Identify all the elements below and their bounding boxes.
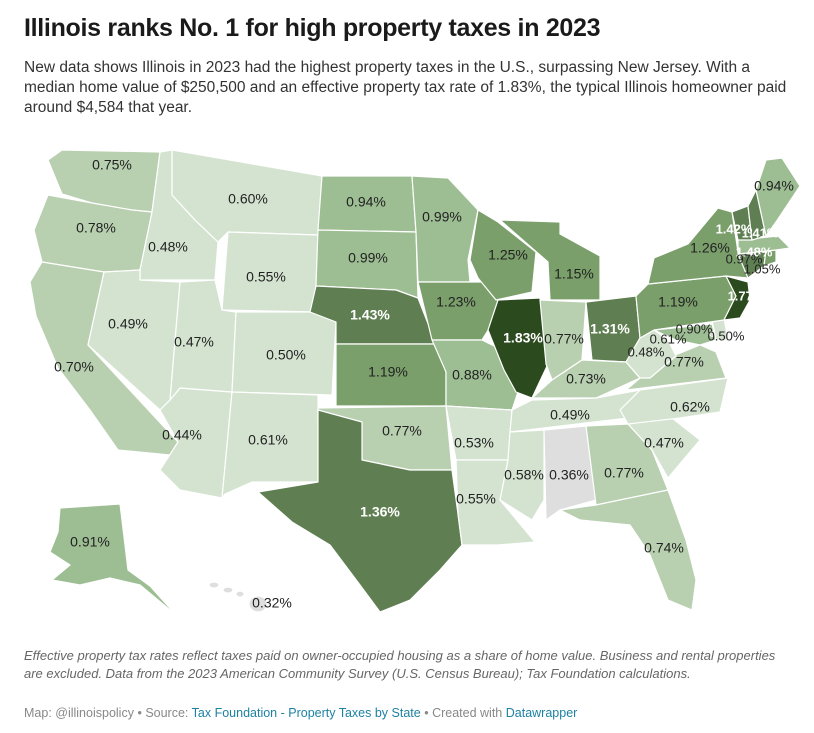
state-label-WY: 0.55% xyxy=(246,269,286,285)
state-TX[interactable] xyxy=(257,409,463,613)
state-label-ND: 0.94% xyxy=(346,194,386,210)
state-AL[interactable] xyxy=(543,425,597,521)
state-NM[interactable] xyxy=(221,391,319,499)
footer-separator: • xyxy=(424,706,429,720)
state-label-UT: 0.47% xyxy=(174,334,214,350)
state-label-OR: 0.78% xyxy=(76,220,116,236)
state-MO[interactable] xyxy=(431,339,519,411)
state-label-NY: 1.26% xyxy=(690,240,730,256)
source-link[interactable]: Tax Foundation - Property Taxes by State xyxy=(191,706,421,720)
state-label-SD: 0.99% xyxy=(348,250,388,266)
state-label-NM: 0.61% xyxy=(248,432,288,448)
footer-separator: • xyxy=(137,706,142,720)
map-notes: Effective property tax rates reflect tax… xyxy=(24,648,776,681)
state-GA[interactable] xyxy=(585,423,669,506)
state-label-NJ: 1.77% xyxy=(728,288,765,303)
us-property-tax-map: 0.75% 0.78% 0.70% 0.48% 0.49% 0.44% 0.60% 0.55%… xyxy=(29,149,801,616)
state-HI[interactable] xyxy=(208,581,268,613)
created-label: Created with xyxy=(432,706,503,720)
datawrapper-link[interactable]: Datawrapper xyxy=(505,706,578,720)
state-label-IL: 1.83% xyxy=(503,330,543,346)
state-label-KY: 0.73% xyxy=(566,371,606,387)
state-label-LA: 0.55% xyxy=(456,491,496,507)
state-label-IN: 0.77% xyxy=(544,331,584,347)
footer: Map: @illinoispolicy • Source: Tax Found… xyxy=(24,706,577,720)
map-credit: Map: @illinoispolicy xyxy=(24,706,134,720)
state-label-MO: 0.88% xyxy=(452,367,492,383)
page-subtitle: New data shows Illinois in 2023 had the … xyxy=(24,59,787,116)
state-label-NV: 0.49% xyxy=(108,316,148,332)
state-label-MN: 0.99% xyxy=(422,209,462,225)
state-WI[interactable] xyxy=(469,209,537,301)
state-MD[interactable] xyxy=(653,323,717,346)
state-label-ID: 0.48% xyxy=(148,239,188,255)
state-label-OK: 0.77% xyxy=(382,423,422,439)
page-title: Illinois ranks No. 1 for high property t… xyxy=(24,14,601,42)
state-FL[interactable] xyxy=(559,489,697,611)
state-label-AR: 0.53% xyxy=(454,435,494,451)
state-label-VT: 1.42% xyxy=(716,221,753,236)
state-label-CO: 0.50% xyxy=(266,347,306,363)
state-label-CT: 1.48% xyxy=(736,244,773,259)
source-label: Source: xyxy=(145,706,189,720)
state-label-IA: 1.23% xyxy=(436,294,476,310)
state-label-ME: 0.94% xyxy=(754,178,794,194)
state-DC[interactable] xyxy=(709,331,715,337)
state-MN[interactable] xyxy=(411,175,479,283)
state-label-WI: 1.25% xyxy=(488,247,528,263)
state-label-AK: 0.91% xyxy=(70,534,110,550)
state-label-GA: 0.77% xyxy=(604,465,644,481)
state-label-TN: 0.49% xyxy=(550,407,590,423)
state-label-WV: 0.48% xyxy=(628,344,665,359)
state-label-NH: 1.41% xyxy=(742,225,779,240)
state-label-VA: 0.77% xyxy=(664,354,704,370)
state-AR[interactable] xyxy=(445,405,513,461)
state-label-SC: 0.47% xyxy=(644,435,684,451)
state-ME[interactable] xyxy=(755,157,801,237)
state-label-DC: 0.50% xyxy=(708,328,745,343)
state-label-MD: 0.90% xyxy=(676,321,713,336)
state-label-NC: 0.62% xyxy=(670,399,710,415)
state-label-FL: 0.74% xyxy=(644,540,684,556)
state-label-OH: 1.31% xyxy=(590,321,630,337)
state-CO[interactable] xyxy=(231,311,337,396)
state-label-MS: 0.58% xyxy=(504,467,544,483)
state-label-MT: 0.60% xyxy=(228,191,268,207)
state-label-RI: 1.05% xyxy=(744,261,781,276)
state-label-KS: 1.19% xyxy=(368,364,408,380)
state-label-HI: 0.32% xyxy=(252,595,292,611)
state-NJ[interactable] xyxy=(723,275,751,321)
state-label-PA: 1.19% xyxy=(658,294,698,310)
state-label-MA: 0.97% xyxy=(726,251,763,266)
state-label-AZ: 0.44% xyxy=(162,427,202,443)
state-label-CA: 0.70% xyxy=(54,359,94,375)
state-label-MI: 1.15% xyxy=(554,266,594,282)
state-NC[interactable] xyxy=(619,377,729,425)
state-label-DE: 0.61% xyxy=(650,331,687,346)
state-label-TX: 1.36% xyxy=(360,504,400,520)
state-MI[interactable] xyxy=(499,219,601,301)
state-label-AL: 0.36% xyxy=(549,467,589,483)
state-labels: 0.75% 0.78% 0.70% 0.48% 0.49% 0.44% 0.60% 0.55%… xyxy=(54,157,794,611)
state-AK[interactable] xyxy=(49,503,177,616)
state-label-NE: 1.43% xyxy=(350,307,390,323)
state-label-WA: 0.75% xyxy=(92,157,132,173)
